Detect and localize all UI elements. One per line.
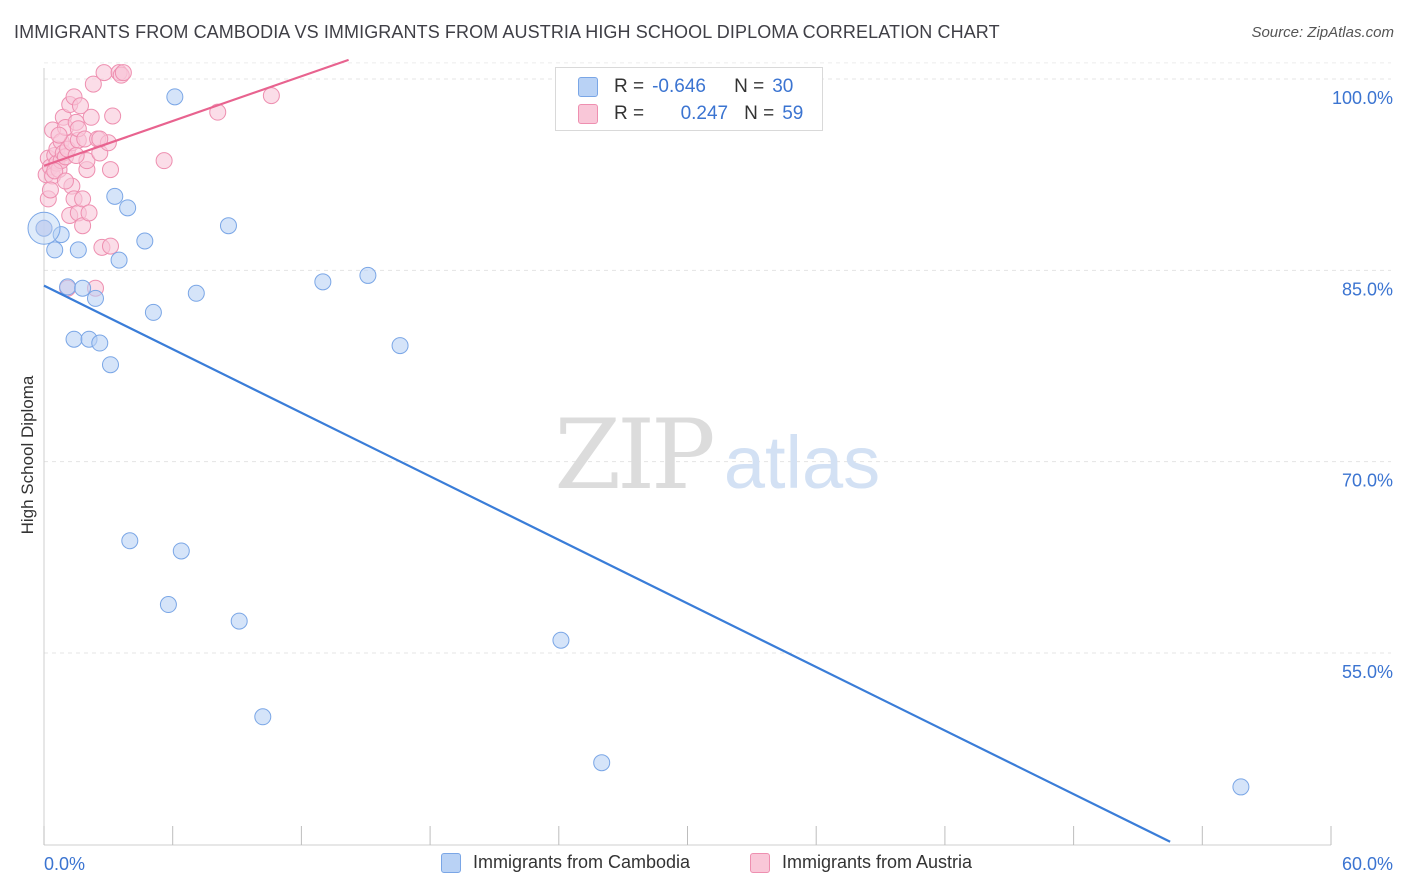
legend-swatch-cambodia	[578, 77, 598, 97]
series-legend: Immigrants from Cambodia Immigrants from…	[0, 850, 1406, 880]
tick-labels: 55.0% 70.0% 85.0% 100.0% 0.0% 60.0%	[44, 88, 1393, 874]
austria-point	[82, 108, 100, 126]
cambodia-point	[314, 273, 332, 291]
cambodia-point	[552, 631, 570, 649]
cambodia-point	[166, 88, 184, 106]
austria-point	[50, 126, 68, 144]
trend-lines	[43, 58, 1171, 843]
austria-point	[41, 181, 59, 199]
cambodia-point	[110, 251, 128, 269]
austria-point	[74, 190, 92, 208]
series-cambodia-points	[27, 88, 1250, 796]
austria-point	[95, 64, 113, 82]
cambodia-point	[159, 596, 177, 614]
y-tick-label: 100.0%	[1332, 88, 1393, 108]
cambodia-point	[119, 199, 137, 217]
legend-label-cambodia: Immigrants from Cambodia	[473, 852, 691, 872]
legend-n-value: 59	[782, 103, 804, 124]
cambodia-point	[121, 532, 139, 550]
austria-point	[80, 204, 98, 222]
cambodia-point	[172, 542, 190, 560]
cambodia-point	[65, 330, 83, 348]
legend-swatch-cambodia	[441, 852, 461, 873]
cambodia-point	[46, 241, 64, 259]
austria-point	[114, 64, 132, 82]
cambodia-point	[593, 754, 611, 772]
legend-swatch-austria	[750, 852, 770, 873]
y-tick-label: 70.0%	[1342, 471, 1393, 491]
cambodia-point	[59, 278, 77, 296]
legend-label-austria: Immigrants from Austria	[782, 852, 973, 872]
cambodia-point	[86, 289, 104, 307]
cambodia-point	[391, 337, 409, 355]
legend-item-austria: Immigrants from Austria	[750, 852, 972, 873]
legend-swatch-austria	[578, 104, 598, 124]
cambodia-point	[74, 279, 92, 297]
legend-row-austria: R = 0.247 N = 59	[578, 101, 803, 127]
correlation-legend: R = -0.646 N = 30 R = 0.247 N = 59	[555, 67, 823, 131]
cambodia-point	[69, 241, 87, 259]
cambodia-point	[219, 217, 237, 235]
austria-point	[104, 107, 122, 125]
y-axis-label: High School Diploma	[18, 375, 37, 535]
watermark: ZIP atlas	[554, 399, 880, 511]
cambodia-point	[91, 334, 109, 352]
cambodia-point-large	[27, 211, 61, 245]
legend-r-label: R =	[614, 76, 645, 97]
cambodia-point	[144, 303, 162, 321]
legend-r-value: 0.247	[680, 103, 729, 124]
austria-point	[101, 237, 119, 255]
watermark-zip: ZIP	[554, 399, 713, 511]
austria-trend-line	[43, 58, 349, 167]
austria-point	[101, 161, 119, 179]
legend-r-label: R =	[614, 103, 645, 124]
legend-n-label: N =	[744, 103, 775, 124]
cambodia-point	[254, 708, 272, 726]
cambodia-point	[52, 226, 70, 244]
series-austria-points	[35, 64, 280, 297]
austria-point	[84, 75, 102, 93]
cambodia-point	[359, 266, 377, 284]
cambodia-point	[187, 284, 205, 302]
y-tick-label: 85.0%	[1342, 279, 1393, 299]
x-tick-label: 0.0%	[44, 854, 85, 874]
legend-item-cambodia: Immigrants from Cambodia	[441, 852, 690, 873]
grid-lines	[44, 62, 1391, 654]
cambodia-point	[136, 232, 154, 250]
cambodia-point	[101, 356, 119, 374]
legend-n-value: 30	[772, 76, 794, 97]
austria-point	[262, 87, 280, 105]
cambodia-point	[1232, 778, 1250, 796]
legend-n-label: N =	[734, 76, 765, 97]
austria-point	[209, 103, 227, 121]
watermark-atlas: atlas	[724, 421, 880, 504]
austria-point	[56, 172, 74, 190]
source-credit: Source: ZipAtlas.com	[1251, 24, 1394, 41]
chart-title: IMMIGRANTS FROM CAMBODIA VS IMMIGRANTS F…	[14, 22, 1000, 42]
austria-point	[155, 152, 173, 170]
y-tick-label: 55.0%	[1342, 662, 1393, 682]
legend-row-cambodia: R = -0.646 N = 30	[578, 74, 793, 100]
cambodia-point	[106, 187, 124, 205]
legend-r-value: -0.646	[652, 76, 706, 97]
cambodia-point	[35, 219, 53, 237]
cambodia-point	[230, 612, 248, 630]
cambodia-trend-line	[43, 284, 1171, 843]
austria-point	[71, 97, 89, 115]
x-tick-label: 60.0%	[1342, 854, 1393, 874]
